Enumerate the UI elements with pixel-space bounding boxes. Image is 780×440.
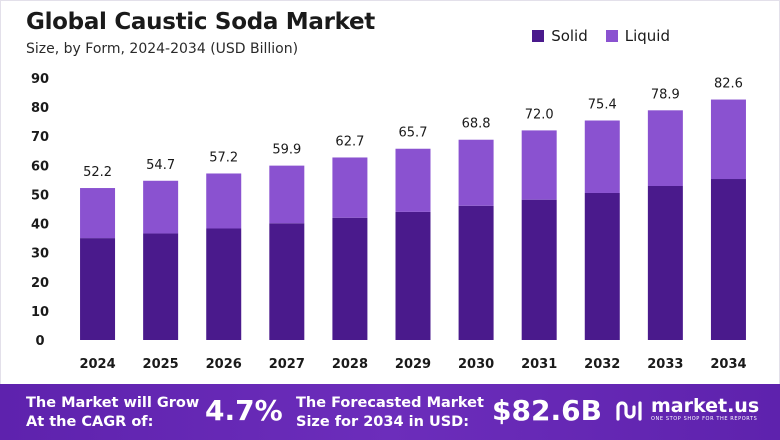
forecast-label: The Forecasted Market Size for 2034 in U… [296, 394, 484, 432]
bar-solid-2026 [206, 228, 242, 340]
bar-liquid-2026 [206, 173, 242, 229]
x-tick-label-2024: 2024 [79, 357, 115, 372]
x-axis: 2024 2025 2026 2027 2028 2029 2030 2031 2032 2033… [79, 357, 746, 372]
bar-liquid-2034 [710, 99, 746, 180]
y-tick-label: 0 [35, 334, 44, 349]
bar-solid-2027 [269, 223, 305, 340]
bar-liquid-2030 [458, 139, 494, 206]
bar-solid-2024 [80, 238, 116, 340]
cagr-label-line2: At the CAGR of: [26, 414, 154, 430]
bar-solid-2032 [584, 192, 620, 340]
cagr-value: 4.7% [205, 394, 283, 427]
legend-item-solid: Solid [532, 27, 588, 45]
bar-liquid-2024 [80, 188, 116, 239]
bar-solid-2033 [647, 186, 683, 340]
legend-label-liquid: Liquid [624, 27, 670, 45]
x-tick-label-2029: 2029 [395, 357, 431, 372]
y-tick-label: 30 [31, 247, 49, 262]
bar-total-label-2024: 52.2 [83, 165, 112, 180]
bar-total-label-2033: 78.9 [651, 87, 680, 102]
bar-liquid-2029 [395, 148, 431, 212]
bar-liquid-2025 [143, 180, 179, 234]
y-axis: 0 10 20 30 40 50 60 70 80 90 [31, 72, 49, 349]
brand-tagline: ONE STOP SHOP FOR THE REPORTS [651, 416, 758, 422]
bar-total-label-2031: 72.0 [525, 107, 554, 122]
bar-total-label-2029: 65.7 [399, 126, 428, 141]
market-us-logo-icon [616, 400, 642, 421]
brand-name: market.us [651, 395, 760, 417]
legend-item-liquid: Liquid [605, 27, 670, 45]
y-tick-label: 10 [31, 305, 49, 320]
bar-total-label-2026: 57.2 [209, 150, 238, 165]
y-tick-label: 40 [31, 218, 49, 233]
chart-legend: Solid Liquid [514, 27, 670, 45]
forecast-value: $82.6B [492, 394, 602, 427]
y-tick-label: 60 [31, 159, 49, 174]
bar-total-label-2025: 54.7 [146, 158, 175, 173]
x-tick-label-2030: 2030 [458, 357, 494, 372]
cagr-label-line1: The Market will Grow [26, 395, 200, 411]
x-tick-label-2031: 2031 [521, 357, 557, 372]
bar-total-label-2028: 62.7 [335, 134, 364, 149]
x-tick-label-2033: 2033 [647, 357, 683, 372]
bar-liquid-2032 [584, 120, 620, 193]
bar-liquid-2028 [332, 157, 368, 218]
bar-solid-2029 [395, 211, 431, 340]
x-tick-label-2034: 2034 [710, 357, 746, 372]
bar-liquid-2033 [647, 110, 683, 187]
y-tick-label: 80 [31, 101, 49, 116]
legend-label-solid: Solid [551, 27, 588, 45]
brand-logo: market.us ONE STOP SHOP FOR THE REPORTS [615, 396, 759, 423]
bar-solid-2034 [710, 179, 746, 340]
bar-liquid-2031 [521, 130, 557, 200]
chart-title: Global Caustic Soda Market [26, 9, 376, 35]
chart-subtitle: Size, by Form, 2024-2034 (USD Billion) [26, 41, 299, 57]
forecast-label-line2: Size for 2034 in USD: [296, 414, 470, 430]
x-tick-label-2032: 2032 [584, 357, 620, 372]
bar-solid-2030 [458, 205, 494, 340]
y-tick-label: 70 [31, 130, 49, 145]
legend-swatch-solid [532, 30, 545, 42]
bar-total-label-2032: 75.4 [588, 98, 617, 113]
legend-swatch-liquid [605, 30, 618, 42]
forecast-label-line1: The Forecasted Market [296, 395, 484, 411]
bar-liquid-2027 [269, 165, 305, 224]
bar-solid-2028 [332, 217, 368, 340]
x-tick-label-2026: 2026 [206, 357, 242, 372]
bar-total-label-2034: 82.6 [714, 77, 743, 92]
y-tick-label: 50 [31, 188, 49, 203]
bars: 52.2 54.7 57.2 59.9 62.7 65.7 68.8 72.0 75.4 78.9… [80, 77, 746, 340]
bar-total-label-2030: 68.8 [462, 117, 491, 132]
y-tick-label: 90 [31, 72, 49, 87]
x-tick-label-2025: 2025 [143, 357, 179, 372]
bar-solid-2025 [143, 233, 179, 340]
x-tick-label-2027: 2027 [269, 357, 305, 372]
bar-total-label-2027: 59.9 [272, 143, 301, 158]
footer-banner: The Market will Grow At the CAGR of: 4.7… [0, 384, 780, 440]
bar-solid-2031 [521, 199, 557, 340]
y-tick-label: 20 [31, 276, 49, 291]
x-tick-label-2028: 2028 [332, 357, 368, 372]
cagr-label: The Market will Grow At the CAGR of: [26, 394, 199, 432]
